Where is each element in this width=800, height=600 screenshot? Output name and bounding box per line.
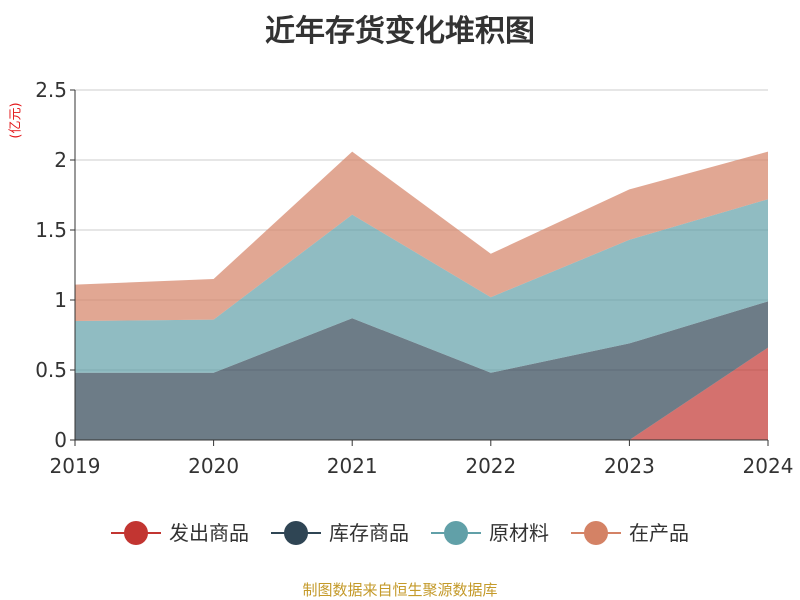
legend-item-4[interactable]: 在产品 <box>571 521 689 545</box>
area-series-1 <box>75 347 768 440</box>
area-series-4 <box>75 151 768 321</box>
legend-label: 原材料 <box>489 521 549 545</box>
area-series <box>75 151 768 440</box>
legend-label: 库存商品 <box>329 521 409 545</box>
area-series-3 <box>75 199 768 373</box>
x-tick-label: 2023 <box>604 454 655 478</box>
y-tick-label: 2.5 <box>35 78 67 102</box>
data-source-footer: 制图数据来自恒生聚源数据库 <box>302 581 498 599</box>
chart-title: 近年存货变化堆积图 <box>265 14 535 49</box>
y-tick-label: 0.5 <box>35 358 67 382</box>
x-tick-label: 2024 <box>743 454 794 478</box>
legend-marker <box>284 521 308 545</box>
legend-item-2[interactable]: 库存商品 <box>271 521 409 545</box>
x-tick-label: 2020 <box>188 454 239 478</box>
legend-label: 在产品 <box>629 521 689 545</box>
x-tick-label: 2022 <box>465 454 516 478</box>
legend[interactable]: 发出商品 库存商品 原材料 在产品 <box>111 521 689 545</box>
legend-marker <box>444 521 468 545</box>
legend-marker <box>584 521 608 545</box>
x-tick-label: 2021 <box>327 454 378 478</box>
y-tick-label: 2 <box>54 148 67 172</box>
legend-item-3[interactable]: 原材料 <box>431 521 549 545</box>
legend-marker <box>124 521 148 545</box>
y-tick-label: 1.5 <box>35 218 67 242</box>
area-series-2 <box>75 301 768 440</box>
x-tick-label: 2019 <box>50 454 101 478</box>
legend-item-1[interactable]: 发出商品 <box>111 521 249 545</box>
y-tick-label: 1 <box>54 288 67 312</box>
axes: 0 0.5 1 1.5 2 2.5 2019 2020 2021 2022 2023 2024 <box>35 78 793 478</box>
y-tick-label: 0 <box>54 428 67 452</box>
legend-label: 发出商品 <box>169 521 249 545</box>
